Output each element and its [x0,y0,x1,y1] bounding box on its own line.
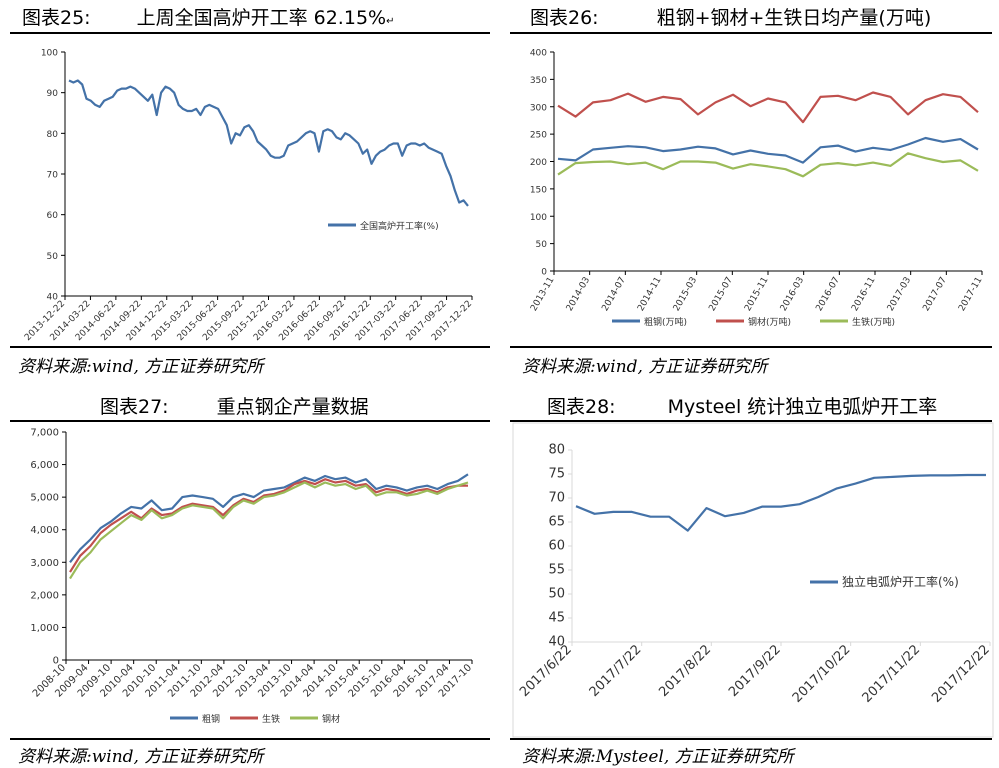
legend-label: 钢材 [322,713,340,725]
figure-label: 图表25: [22,7,91,29]
y-tick-label: 50 [47,252,59,262]
x-tick-label: 2014-03 [565,276,592,314]
x-tick-label: 2017/11/22 [860,642,924,706]
x-tick-label: 2015-11 [743,276,770,314]
y-tick-label: 350 [530,76,547,86]
x-tick-label: 2016-11 [850,276,877,314]
x-tick-label: 2017/9/22 [726,642,784,700]
legend-label: 全国高炉开工率(%) [360,220,439,232]
chart-border [512,422,994,738]
series-line-1 [575,473,986,532]
y-tick-label: 400 [530,49,547,59]
y-tick-label: 90 [47,89,59,99]
x-tick-label: 2017/8/22 [656,642,714,700]
y-tick-label: 55 [548,563,565,578]
x-tick-label: 2016-07 [814,276,841,314]
series-line-3 [557,152,979,178]
x-tick-label: 2017-11 [957,276,984,314]
y-tick-label: 300 [530,103,547,113]
y-tick-label: 60 [47,211,59,221]
y-tick-label: 40 [47,293,59,303]
y-tick-label: 150 [530,185,547,195]
y-tick-label: 100 [530,213,547,223]
legend-label: 粗钢(万吨) [644,316,687,328]
title-rule [10,420,490,422]
series-line-1 [69,473,469,563]
y-tick-label: 50 [548,587,565,602]
x-tick-label: 2017-03 [886,276,913,314]
series-line-2 [69,478,468,573]
y-tick-label: 0 [53,656,59,667]
chart-key-enterprises: 01,0002,0003,0004,0005,0006,0007,0002008… [30,428,474,726]
y-tick-label: 4,000 [30,525,59,536]
x-tick-label: 2014-07 [600,276,627,314]
chart-title-25: 图表25: 上周全国高炉开工率 62.15%↵ [22,3,394,30]
series-line-1 [68,79,469,207]
figure-label: 图表26: [530,7,599,29]
y-tick-label: 100 [41,49,58,59]
source-rule [10,738,490,740]
chart-title-27: 图表27: 重点钢企产量数据 [100,392,369,419]
figure-title: 上周全国高炉开工率 62.15% [136,7,387,29]
y-tick-label: 50 [536,240,548,250]
y-tick-label: 6,000 [30,460,59,471]
legend-label: 粗钢 [202,713,220,725]
chart-blast-furnace: 4050607080901002013-12-222014-03-222014-… [23,49,474,344]
source-rule [10,346,490,348]
y-tick-label: 5,000 [30,493,59,504]
y-tick-label: 0 [541,268,547,278]
y-tick-label: 80 [548,443,565,458]
x-tick-label: 2017/6/22 [517,642,575,700]
y-tick-label: 3,000 [30,558,59,569]
y-tick-label: 200 [530,158,547,168]
y-tick-label: 7,000 [30,428,59,439]
y-tick-label: 65 [548,515,565,530]
y-tick-label: 70 [47,171,59,181]
chart-daily-output: 0 50 100 150 200 250 300 350 400 2013-11 2014-03 20… [529,49,984,329]
x-tick-label: 2017/7/22 [587,642,645,700]
title-rule [10,32,490,34]
source-note-26: 资料来源:wind, 方正证券研究所 [522,357,768,377]
x-tick-label: 2017-07 [921,276,948,314]
source-note-27: 资料来源:wind, 方正证券研究所 [18,747,264,767]
x-tick-label: 2014-11 [636,276,663,314]
y-tick-label: 2,000 [30,590,59,601]
title-rule [510,32,992,34]
y-tick-label: 40 [548,635,565,650]
source-rule [510,346,992,348]
y-tick-label: 45 [548,611,565,626]
y-tick-label: 80 [47,130,59,140]
figure-label: 图表27: [100,396,169,418]
y-tick-label: 250 [530,131,547,141]
y-tick-label: 1,000 [30,623,59,634]
figure-title: 重点钢企产量数据 [216,396,369,418]
x-tick-label: 2015-07 [707,276,734,314]
source-note-28: 资料来源:Mysteel, 方正证券研究所 [522,747,794,767]
title-rule [510,420,992,422]
legend-label: 生铁 [262,713,280,725]
x-tick-label: 2013-11 [529,276,556,314]
y-tick-label: 70 [548,491,565,506]
series-line-3 [69,481,469,580]
x-tick-label: 2017/10/22 [790,642,854,706]
x-tick-label: 2017/12/22 [929,642,993,706]
y-tick-label: 60 [548,539,565,554]
legend-label: 独立电弧炉开工率(%) [842,574,959,589]
figure-label: 图表28: [547,396,616,418]
y-tick-label: 75 [548,467,565,482]
series-line-2 [557,91,979,124]
series-line-1 [557,136,979,164]
figure-title: 粗钢+钢材+生铁日均产量(万吨) [656,7,932,29]
source-note-25: 资料来源:wind, 方正证券研究所 [18,357,264,377]
legend-label: 钢材(万吨) [748,316,791,328]
source-rule [510,738,992,740]
x-tick-label: 2016-03 [779,276,806,314]
x-tick-label: 2015-03 [672,276,699,314]
chart-title-26: 图表26: 粗钢+钢材+生铁日均产量(万吨) [530,3,931,30]
legend-label: 生铁(万吨) [852,316,895,328]
figure-title: Mysteel 统计独立电弧炉开工率 [667,396,938,418]
chart-title-28: 图表28: Mysteel 统计独立电弧炉开工率 [547,392,937,419]
